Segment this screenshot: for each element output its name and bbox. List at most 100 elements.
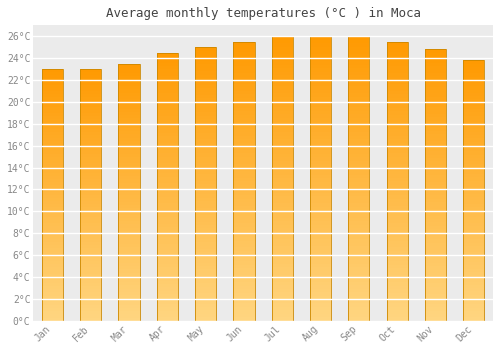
Bar	[234, 136, 254, 139]
Bar	[42, 167, 63, 170]
Bar	[195, 126, 216, 129]
Bar	[157, 160, 178, 163]
Bar	[157, 197, 178, 200]
Bar	[157, 103, 178, 106]
Bar	[425, 232, 446, 236]
Bar	[425, 60, 446, 63]
Bar	[195, 273, 216, 276]
Bar	[118, 228, 140, 231]
Bar	[386, 240, 408, 244]
Bar	[425, 256, 446, 260]
Bar	[157, 173, 178, 177]
Bar	[157, 52, 178, 56]
Bar	[157, 250, 178, 254]
Bar	[272, 243, 293, 246]
Bar	[234, 139, 254, 143]
Bar	[425, 178, 446, 182]
Bar	[464, 236, 484, 239]
Bar	[386, 171, 408, 174]
Bar	[42, 255, 63, 258]
Bar	[386, 219, 408, 223]
Bar	[464, 103, 484, 106]
Bar	[157, 214, 178, 217]
Bar	[195, 109, 216, 112]
Bar	[195, 300, 216, 304]
Bar	[234, 206, 254, 209]
Bar	[118, 218, 140, 221]
Bar	[425, 304, 446, 307]
Bar	[272, 310, 293, 314]
Bar	[348, 250, 370, 253]
Bar	[348, 164, 370, 168]
Bar	[195, 160, 216, 163]
Bar	[157, 177, 178, 180]
Bar	[118, 112, 140, 115]
Bar	[157, 207, 178, 210]
Bar	[425, 198, 446, 202]
Bar	[310, 125, 331, 129]
Bar	[386, 66, 408, 70]
Bar	[157, 244, 178, 247]
Bar	[386, 247, 408, 251]
Bar	[425, 273, 446, 276]
Bar	[464, 86, 484, 90]
Bar	[272, 257, 293, 260]
Bar	[386, 136, 408, 139]
Bar	[425, 250, 446, 253]
Bar	[234, 118, 254, 122]
Bar	[118, 134, 140, 138]
Bar	[386, 272, 408, 275]
Bar	[348, 285, 370, 289]
Bar	[80, 293, 101, 295]
Bar	[195, 61, 216, 64]
Bar	[310, 299, 331, 303]
Bar	[42, 75, 63, 78]
Bar	[195, 235, 216, 239]
Bar	[348, 104, 370, 107]
Bar	[118, 311, 140, 314]
Bar	[348, 228, 370, 232]
Bar	[42, 214, 63, 217]
Bar	[157, 156, 178, 160]
Bar	[234, 122, 254, 125]
Bar	[42, 129, 63, 132]
Bar	[348, 271, 370, 274]
Bar	[42, 236, 63, 239]
Bar	[310, 257, 331, 260]
Bar	[272, 228, 293, 232]
Bar	[272, 104, 293, 107]
Title: Average monthly temperatures (°C ) in Moca: Average monthly temperatures (°C ) in Mo…	[106, 7, 420, 20]
Bar	[310, 246, 331, 250]
Bar	[42, 69, 63, 321]
Bar	[348, 236, 370, 239]
Bar	[195, 262, 216, 266]
Bar	[464, 314, 484, 317]
Bar	[195, 71, 216, 75]
Bar	[310, 228, 331, 232]
Bar	[310, 118, 331, 121]
Bar	[464, 230, 484, 233]
Bar	[464, 304, 484, 308]
Bar	[157, 69, 178, 73]
Bar	[80, 230, 101, 233]
Bar	[425, 246, 446, 250]
Bar	[157, 190, 178, 194]
Bar	[118, 99, 140, 102]
Bar	[348, 125, 370, 129]
Bar	[234, 296, 254, 300]
Bar	[80, 192, 101, 195]
Bar	[310, 40, 331, 43]
Bar	[42, 182, 63, 186]
Bar	[80, 317, 101, 321]
Bar	[118, 173, 140, 176]
Bar	[425, 276, 446, 280]
Bar	[425, 131, 446, 134]
Bar	[425, 226, 446, 229]
Bar	[386, 244, 408, 247]
Bar	[425, 73, 446, 77]
Bar	[386, 87, 408, 91]
Bar	[425, 141, 446, 144]
Bar	[234, 275, 254, 279]
Bar	[80, 110, 101, 113]
Bar	[195, 314, 216, 317]
